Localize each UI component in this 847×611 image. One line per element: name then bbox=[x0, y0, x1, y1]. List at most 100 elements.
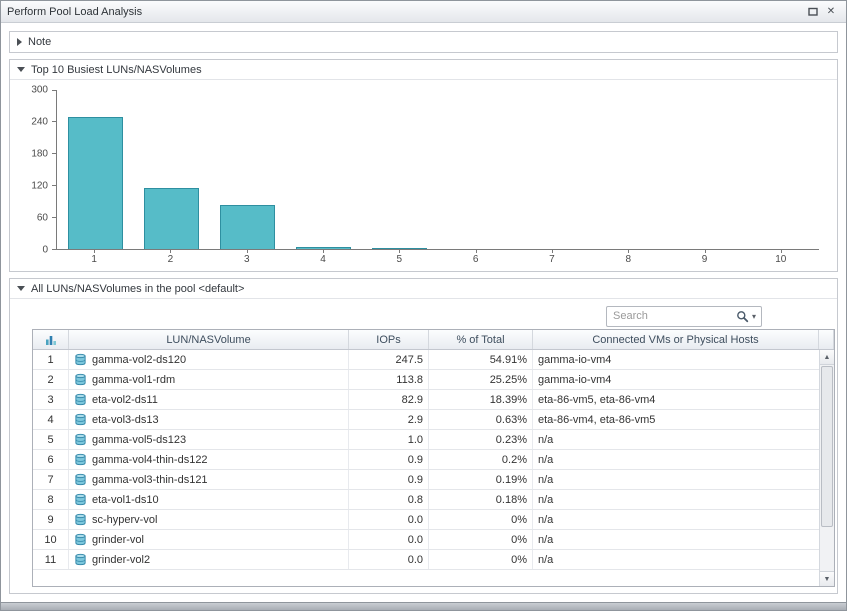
chart-plot bbox=[52, 89, 819, 250]
chevron-right-icon bbox=[17, 38, 22, 46]
table-row[interactable]: 4 eta-vol3-ds13 2.9 0.63% eta-86-vm4, eta-86… bbox=[33, 410, 819, 430]
close-icon[interactable]: ✕ bbox=[826, 6, 836, 17]
table-row[interactable]: 5 gamma-vol5-ds123 1.0 0.23% n/a bbox=[33, 430, 819, 450]
chart-x-labels: 1 2 3 4 5 6 7 8 9 10 bbox=[56, 250, 819, 265]
table-row[interactable]: 2 gamma-vol1-rdm 113.8 25.25% gamma-io-vm4 bbox=[33, 370, 819, 390]
lun-name-cell: gamma-vol3-thin-ds121 bbox=[69, 470, 349, 489]
table-row[interactable]: 6 gamma-vol4-thin-ds122 0.9 0.2% n/a bbox=[33, 450, 819, 470]
pool-section-label: All LUNs/NASVolumes in the pool <default… bbox=[31, 282, 245, 295]
row-indicator-column-header[interactable] bbox=[33, 330, 69, 349]
y-axis-tick-label: 120 bbox=[31, 180, 48, 192]
x-axis-tick-label: 5 bbox=[361, 250, 437, 265]
volume-icon bbox=[74, 553, 87, 566]
scroll-up-button[interactable]: ▲ bbox=[820, 350, 834, 365]
bar-slot bbox=[667, 90, 743, 249]
title-bar: Perform Pool Load Analysis ✕ bbox=[1, 1, 846, 23]
row-number: 2 bbox=[33, 370, 69, 389]
bar-slot bbox=[209, 90, 285, 249]
volume-icon bbox=[74, 353, 87, 366]
table-row[interactable]: 8 eta-vol1-ds10 0.8 0.18% n/a bbox=[33, 490, 819, 510]
lun-name-cell: gamma-vol1-rdm bbox=[69, 370, 349, 389]
connected-vms-cell: gamma-io-vm4 bbox=[538, 373, 612, 386]
table-body: 1 gamma-vol2-ds120 247.5 54.91% gamma-io-vm4… bbox=[33, 350, 819, 586]
search-icon[interactable] bbox=[734, 310, 751, 323]
y-axis-tick-label: 60 bbox=[36, 212, 48, 224]
row-number: 1 bbox=[33, 350, 69, 369]
pool-section-header[interactable]: All LUNs/NASVolumes in the pool <default… bbox=[10, 279, 837, 299]
table-row[interactable]: 1 gamma-vol2-ds120 247.5 54.91% gamma-io-vm4 bbox=[33, 350, 819, 370]
scrollbar-track[interactable] bbox=[820, 365, 834, 571]
row-indicator-icon bbox=[45, 335, 56, 345]
note-section-header[interactable]: Note bbox=[10, 32, 837, 52]
y-axis-tick bbox=[52, 216, 57, 218]
bar bbox=[372, 248, 428, 249]
lun-name: gamma-vol2-ds120 bbox=[92, 353, 187, 366]
volume-icon bbox=[74, 453, 87, 466]
iops-cell: 0.8 bbox=[349, 490, 429, 509]
search-dropdown-arrow[interactable]: ▾ bbox=[751, 311, 756, 321]
x-axis-tick-label: 3 bbox=[209, 250, 285, 265]
volume-icon bbox=[74, 513, 87, 526]
float-window-icon[interactable] bbox=[804, 4, 822, 20]
y-axis-tick-label: 0 bbox=[42, 244, 48, 256]
row-number: 4 bbox=[33, 410, 69, 429]
column-header-vms[interactable]: Connected VMs or Physical Hosts bbox=[533, 330, 819, 349]
connected-vms-cell: n/a bbox=[538, 433, 554, 446]
x-axis-tick-label: 7 bbox=[514, 250, 590, 265]
bar-slot bbox=[514, 90, 590, 249]
percent-cell: 0.63% bbox=[429, 410, 533, 429]
iops-cell: 113.8 bbox=[349, 370, 429, 389]
bar bbox=[220, 205, 275, 249]
window-bottom-edge bbox=[1, 602, 846, 610]
iops-cell: 1.0 bbox=[349, 430, 429, 449]
table-row[interactable]: 10 grinder-vol 0.0 0% n/a bbox=[33, 530, 819, 550]
search-input[interactable] bbox=[613, 310, 734, 322]
header-scrollbar-filler bbox=[819, 330, 834, 349]
connected-vms-cell: n/a bbox=[538, 453, 554, 466]
bar bbox=[67, 117, 123, 249]
table-row[interactable]: 3 eta-vol2-ds11 82.9 18.39% eta-86-vm5, eta-… bbox=[33, 390, 819, 410]
connected-vms-cell: eta-86-vm4, eta-86-vm5 bbox=[538, 413, 656, 426]
lun-name-cell: gamma-vol5-ds123 bbox=[69, 430, 349, 449]
window-title: Perform Pool Load Analysis bbox=[7, 5, 143, 18]
chart-axis-spacer bbox=[20, 250, 56, 265]
table-row[interactable]: 7 gamma-vol3-thin-ds121 0.9 0.19% n/a bbox=[33, 470, 819, 490]
top10-section-header[interactable]: Top 10 Busiest LUNs/NASVolumes bbox=[10, 60, 837, 80]
percent-cell: 0.19% bbox=[429, 470, 533, 489]
vertical-scrollbar[interactable]: ▲ ▼ bbox=[819, 350, 834, 586]
column-header-pct[interactable]: % of Total bbox=[429, 330, 533, 349]
scroll-down-button[interactable]: ▼ bbox=[820, 571, 834, 586]
y-axis-tick bbox=[52, 248, 57, 250]
row-number: 7 bbox=[33, 470, 69, 489]
percent-cell: 0.18% bbox=[429, 490, 533, 509]
y-axis-tick-label: 180 bbox=[31, 148, 48, 160]
iops-cell: 82.9 bbox=[349, 390, 429, 409]
lun-name-cell: gamma-vol4-thin-ds122 bbox=[69, 450, 349, 469]
y-axis-tick bbox=[52, 89, 57, 91]
bar-slot bbox=[438, 90, 514, 249]
x-axis-tick-label: 4 bbox=[285, 250, 361, 265]
percent-cell: 0% bbox=[429, 550, 533, 569]
lun-name: gamma-vol4-thin-ds122 bbox=[92, 453, 208, 466]
iops-cell: 0.0 bbox=[349, 550, 429, 569]
column-header-lun[interactable]: LUN/NASVolume bbox=[69, 330, 349, 349]
top10-section-label: Top 10 Busiest LUNs/NASVolumes bbox=[31, 63, 202, 76]
scrollbar-thumb[interactable] bbox=[821, 366, 833, 527]
lun-name: grinder-vol2 bbox=[92, 553, 151, 566]
lun-name-cell: eta-vol3-ds13 bbox=[69, 410, 349, 429]
y-axis-tick bbox=[52, 121, 57, 123]
connected-vms-cell: n/a bbox=[538, 533, 554, 546]
percent-cell: 0% bbox=[429, 510, 533, 529]
x-axis-tick-label: 6 bbox=[437, 250, 513, 265]
table-row[interactable]: 9 sc-hyperv-vol 0.0 0% n/a bbox=[33, 510, 819, 530]
column-header-iops[interactable]: IOPs bbox=[349, 330, 429, 349]
bar-slot bbox=[362, 90, 438, 249]
lun-name: eta-vol1-ds10 bbox=[92, 493, 159, 506]
top10-bar-chart: 0 60 120 180 240 300 1 2 3 4 5 6 7 8 9 10 bbox=[10, 80, 837, 271]
iops-cell: 0.9 bbox=[349, 470, 429, 489]
lun-name: grinder-vol bbox=[92, 533, 144, 546]
table-row[interactable]: 11 grinder-vol2 0.0 0% n/a bbox=[33, 550, 819, 570]
lun-name: sc-hyperv-vol bbox=[92, 513, 158, 526]
x-axis-tick-label: 10 bbox=[743, 250, 819, 265]
percent-cell: 0.2% bbox=[429, 450, 533, 469]
